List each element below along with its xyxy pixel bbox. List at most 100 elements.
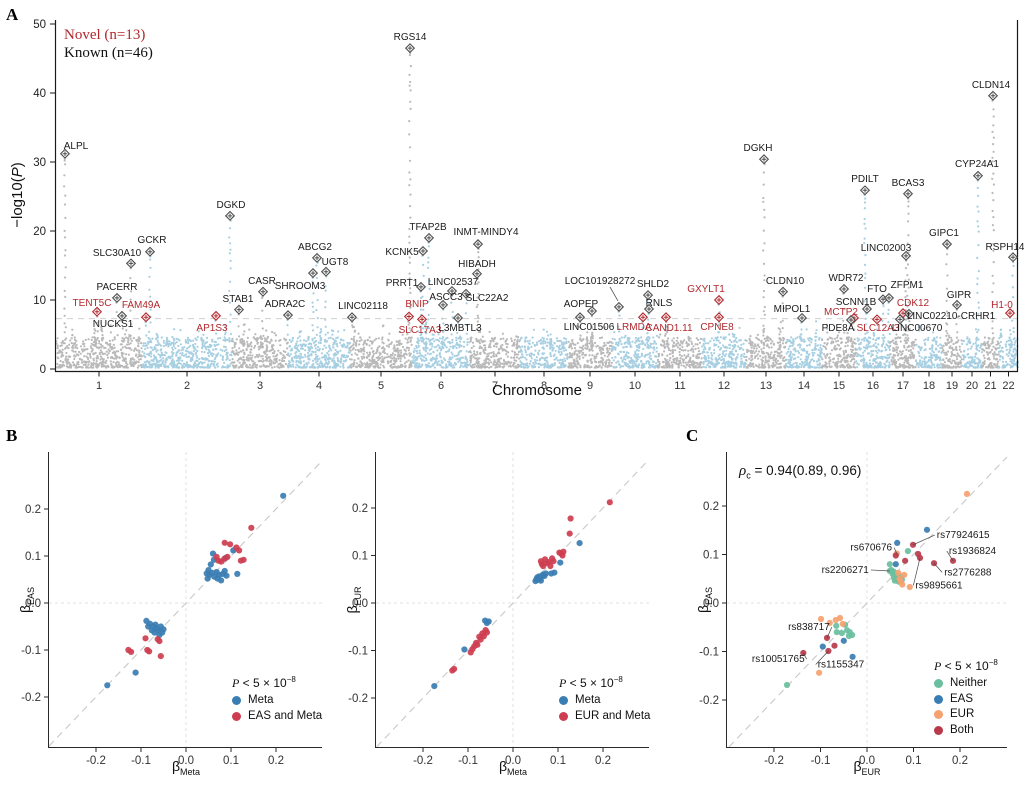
panel-b2-legend: P < 5 × 10−8 Meta EUR and Meta	[559, 675, 650, 723]
panel-b1-legend: P < 5 × 10−8 Meta EAS and Meta	[232, 675, 323, 722]
gene-marker-SLC12A3	[871, 314, 883, 325]
panel-b2-scatter-y-tick: 0.1	[352, 551, 368, 563]
gene-label-TENT5C: TENT5C	[73, 298, 112, 309]
legend-item-eur-and-meta: EUR and Meta	[559, 710, 650, 723]
gene-marker-SLC22A2	[460, 288, 472, 299]
gene-spike-RSPH14	[1011, 261, 1015, 333]
panel-a-x-tick-17: 17	[897, 380, 909, 392]
gene-label-UGT8: UGT8	[322, 257, 349, 268]
manhattan-points-chr3	[231, 323, 290, 369]
panel-a-x-tick-7: 7	[492, 380, 498, 392]
gene-spike-HIBADH	[475, 277, 479, 342]
gene-marker-GIPC1	[941, 239, 953, 250]
panel-b1-x-axis-label: βMeta	[171, 758, 201, 777]
gene-marker-TFAP2B	[423, 232, 435, 243]
manhattan-points-chr20	[961, 328, 984, 369]
snp-leader-rs2206271	[870, 569, 890, 572]
legend-item-neither: Neither	[934, 677, 998, 690]
snp-leader-rs9895661	[913, 557, 921, 586]
gene-label-BNIP: BNIP	[405, 299, 429, 310]
panel-b1-scatter-series-meta	[104, 492, 287, 689]
gene-label-CASR: CASR	[248, 276, 276, 287]
gene-label-ASCC3: ASCC3	[429, 292, 463, 303]
panel-b1-scatter-x-tick: -0.2	[86, 755, 106, 767]
gene-marker-CAND1.11	[660, 312, 672, 323]
gene-marker-ABCG2	[311, 252, 323, 263]
legend-item-eur: EUR	[934, 708, 998, 721]
gene-spike-LINC02003	[904, 259, 908, 336]
gene-label-LINC00670: LINC00670	[892, 323, 943, 334]
manhattan-points-chr21	[980, 332, 1001, 369]
snp-leader-rs838717	[826, 627, 833, 639]
panel-b1-scatter-y-tick: 0.2	[25, 504, 41, 516]
gene-marker-PDE8A	[845, 314, 857, 326]
gene-spike-DGKD	[228, 219, 232, 343]
gene-spike-ADRA2C	[286, 318, 289, 336]
manhattan-legend-known: Known (n=46)	[64, 45, 153, 61]
panel-c-scatter-y-tick: 0.2	[703, 501, 719, 513]
panel-a-x-tick-15: 15	[833, 380, 845, 392]
gene-label-FTO: FTO	[867, 284, 887, 295]
manhattan-points-chr10	[611, 324, 660, 369]
gene-label-GIPR: GIPR	[947, 290, 971, 301]
panel-a-x-tick-12: 12	[718, 380, 730, 392]
gene-label-HIBADH: HIBADH	[458, 259, 496, 270]
legend-dot	[232, 696, 241, 705]
panel-a-x-tick-13: 13	[760, 380, 772, 392]
gene-marker-RNLS	[643, 303, 655, 315]
gene-spike-STAB1	[237, 313, 241, 338]
gene-spike-SCNN1B	[865, 312, 869, 342]
gene-marker-CYP24A1	[972, 170, 984, 181]
panel-a-x-tick-6: 6	[438, 380, 444, 392]
gene-spike-CLDN14	[991, 99, 996, 341]
gene-marker-CASR	[257, 286, 269, 297]
panel-c-scatter-x-tick: -0.1	[811, 755, 831, 767]
panel-a-y-tick-50: 50	[33, 19, 46, 31]
legend-dot	[934, 679, 943, 688]
panel-b1-scatter-y-tick: 0.1	[25, 551, 41, 563]
gene-spike-LINC02118	[350, 321, 354, 341]
gene-label-RSPH14: RSPH14	[986, 242, 1024, 253]
legend-label: EAS and Meta	[248, 709, 323, 722]
snp-leader-rs1155347	[815, 650, 829, 665]
gene-marker-ASCC3	[437, 299, 449, 310]
panel-a-x-tick-20: 20	[966, 380, 978, 392]
gene-spike-SHROOM3	[311, 276, 315, 341]
snp-label-rs2776288: rs2776288	[944, 567, 992, 578]
gene-label-MIPOL1: MIPOL1	[774, 304, 811, 315]
panel-c-y-axis-label: βEAS	[695, 586, 714, 614]
panel-a-y-tick-10: 10	[33, 295, 46, 307]
gene-label-LINC02118: LINC02118	[338, 301, 388, 312]
gene-marker-H1-0	[1004, 308, 1016, 319]
legend-label: Meta	[575, 694, 601, 707]
manhattan-points-chr16	[855, 331, 891, 369]
gene-marker-GCKR	[144, 246, 156, 257]
concordance-annotation: ρc = 0.94(0.89, 0.96)	[739, 463, 862, 481]
gene-marker-BNIP	[403, 311, 415, 322]
manhattan-points-chr6	[410, 321, 471, 369]
gene-label-PDILT: PDILT	[851, 174, 879, 185]
gene-marker-PRRT1	[415, 281, 427, 292]
panel-a-x-tick-5: 5	[378, 380, 384, 392]
panel-c-scatter-y-tick: -0.2	[699, 695, 719, 707]
gene-marker-CLDN14	[987, 90, 999, 101]
panel-b2-scatter-y-tick: -0.1	[348, 646, 368, 658]
panel-c-scatter-x-tick: -0.2	[764, 755, 784, 767]
gene-label-LINC02210-CRHR1: LINC02210-CRHR1	[907, 311, 996, 322]
gene-label-CPNE8: CPNE8	[700, 322, 734, 333]
legend-item-eas: EAS	[934, 693, 998, 706]
manhattan-points-chr9	[567, 324, 614, 369]
panel-a-x-tick-3: 3	[257, 380, 263, 392]
gene-spike-LINC02210-CRHR1	[907, 317, 911, 340]
legend-title: P < 5 × 10−8	[232, 675, 296, 690]
snp-label-rs9895661: rs9895661	[915, 580, 963, 591]
gene-spike-MIPOL1	[800, 321, 803, 342]
gene-spike-CAND1.11	[664, 321, 668, 336]
gene-label-DGKH: DGKH	[744, 143, 773, 154]
gene-marker-DGKH	[758, 154, 770, 165]
gene-spike-SHLD2	[646, 298, 650, 335]
gene-marker-GIPR	[951, 299, 963, 310]
gene-label-LRMDA: LRMDA	[616, 322, 651, 333]
legend-item-both: Both	[934, 724, 998, 737]
